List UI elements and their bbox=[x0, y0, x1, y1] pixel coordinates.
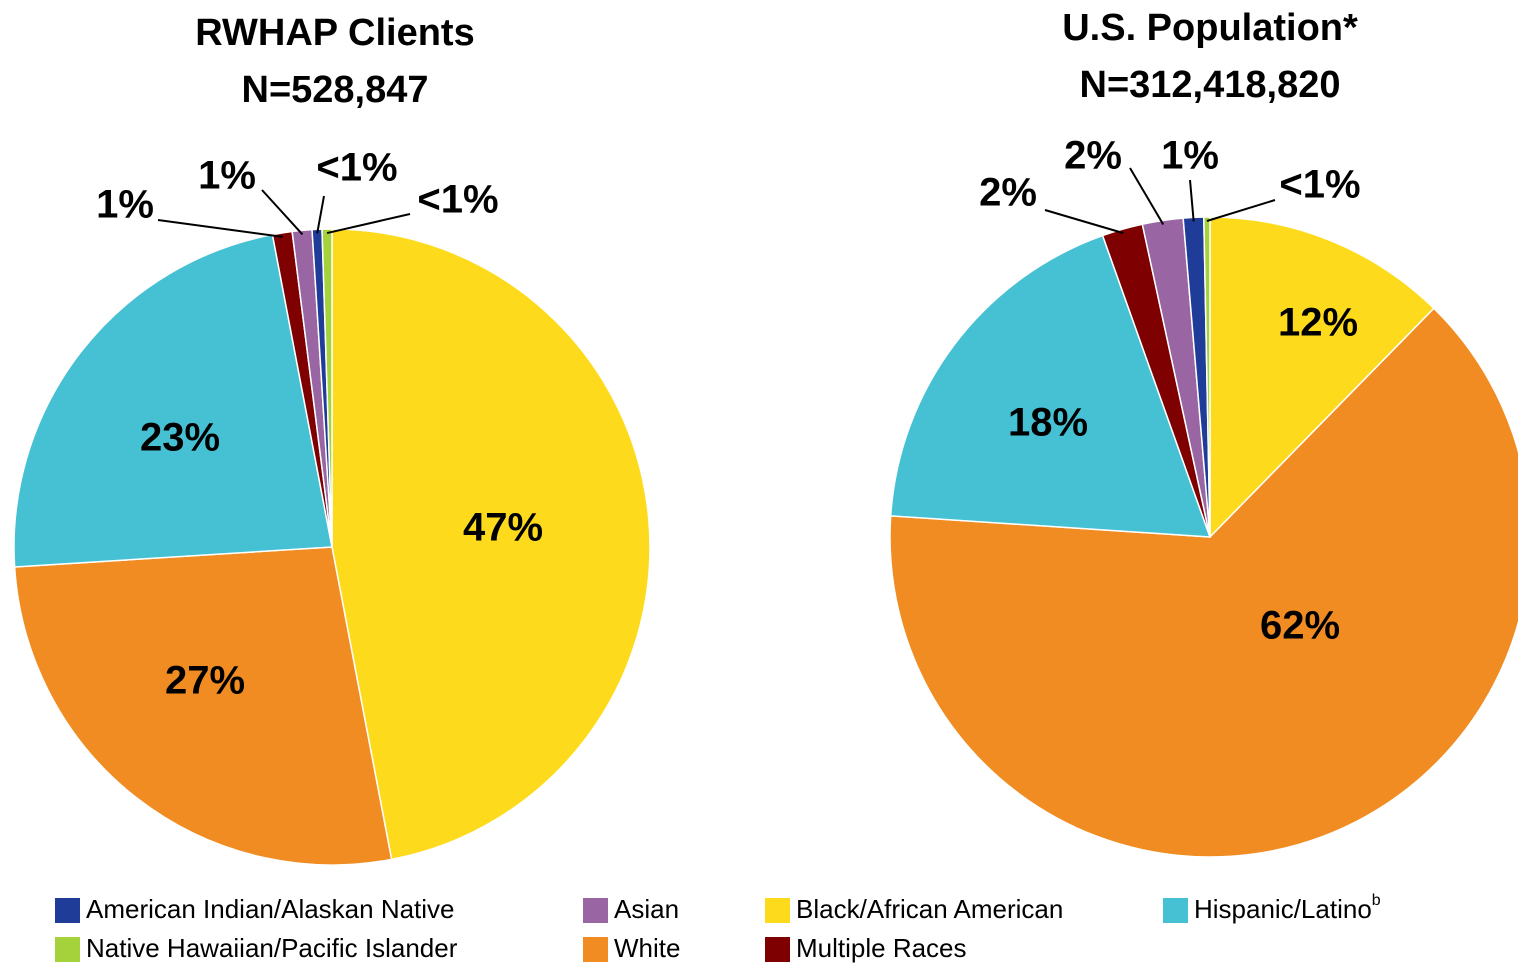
legend-label: Multiple Races bbox=[796, 933, 967, 963]
pie-slice bbox=[1203, 216, 1211, 538]
legend-swatch bbox=[55, 898, 80, 923]
value-label: 27% bbox=[165, 659, 245, 703]
value-label: 47% bbox=[463, 506, 543, 550]
legend-label: American Indian/Alaskan Native bbox=[86, 894, 455, 924]
legend-label: Native Hawaiian/Pacific Islander bbox=[86, 933, 458, 963]
legend-swatch bbox=[583, 898, 608, 923]
leader-line bbox=[1129, 167, 1165, 225]
pie-slice bbox=[331, 228, 651, 861]
value-label: 62% bbox=[1260, 604, 1340, 648]
value-label: 2% bbox=[979, 171, 1037, 215]
value-label: 2% bbox=[1064, 134, 1122, 178]
legend-superscript: b bbox=[1372, 892, 1381, 909]
legend-label: White bbox=[614, 933, 680, 963]
leader-line bbox=[261, 189, 304, 236]
leader-line bbox=[1044, 209, 1124, 235]
legend-label: Hispanic/Latinob bbox=[1194, 892, 1381, 924]
pie-slice bbox=[889, 307, 1518, 858]
leader-line bbox=[157, 219, 284, 238]
legend-label: Asian bbox=[614, 894, 679, 924]
legend-label-text: Hispanic/Latino bbox=[1194, 894, 1372, 924]
legend-label-text: American Indian/Alaskan Native bbox=[86, 894, 455, 924]
chart-title: RWHAP Clients bbox=[195, 12, 474, 54]
pie-slice bbox=[321, 228, 333, 548]
legend-label-text: White bbox=[614, 933, 680, 963]
value-label: <1% bbox=[316, 146, 397, 190]
pie-slice bbox=[13, 233, 333, 568]
legend-swatch bbox=[583, 937, 608, 962]
leader-line bbox=[316, 195, 325, 234]
legend-label-text: Multiple Races bbox=[796, 933, 967, 963]
chart-subtitle: N=528,847 bbox=[242, 69, 429, 111]
pie-slice bbox=[13, 546, 393, 866]
value-label: 1% bbox=[96, 183, 154, 227]
legend-swatch bbox=[55, 937, 80, 962]
value-label: 1% bbox=[198, 154, 256, 198]
leader-line bbox=[326, 213, 411, 235]
chart-title: U.S. Population* bbox=[1062, 7, 1358, 49]
legend-label-text: Asian bbox=[614, 894, 679, 924]
legend-swatch bbox=[765, 898, 790, 923]
leader-line bbox=[1189, 179, 1195, 222]
legend-swatch bbox=[765, 937, 790, 962]
legend-label-text: Native Hawaiian/Pacific Islander bbox=[86, 933, 458, 963]
value-label: 12% bbox=[1278, 301, 1358, 345]
pie-slice bbox=[1209, 216, 1435, 539]
value-label: 23% bbox=[140, 416, 220, 460]
legend-label: Black/African American bbox=[796, 894, 1063, 924]
value-label: 1% bbox=[1161, 134, 1219, 178]
leader-line bbox=[1206, 199, 1276, 222]
pie-slice bbox=[889, 234, 1212, 538]
value-label: 18% bbox=[1008, 401, 1088, 445]
value-label: <1% bbox=[1279, 163, 1360, 207]
legend-swatch bbox=[1163, 898, 1188, 923]
chart-subtitle: N=312,418,820 bbox=[1080, 64, 1341, 106]
legend-label-text: Black/African American bbox=[796, 894, 1063, 924]
value-label: <1% bbox=[417, 178, 498, 222]
